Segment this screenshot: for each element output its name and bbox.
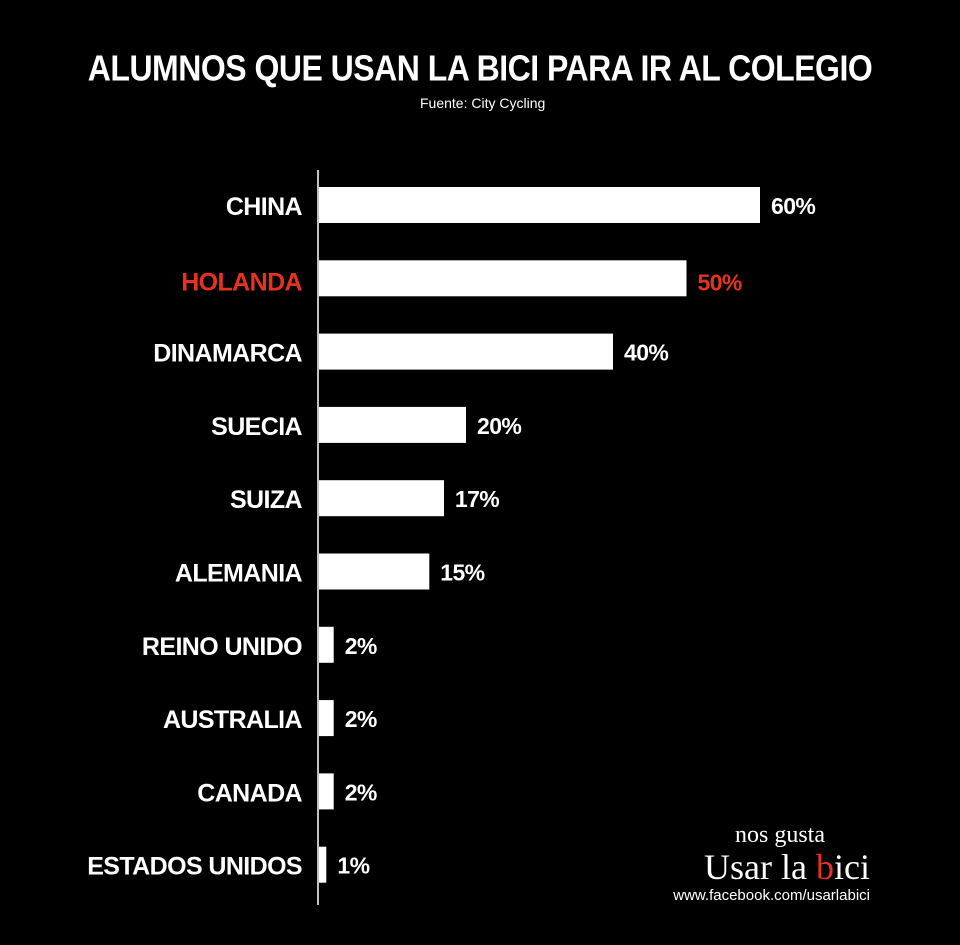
value-label: 1% <box>337 853 369 879</box>
brand-name: Usar la bici <box>660 848 870 886</box>
value-label: 2% <box>345 779 377 805</box>
value-label: 60% <box>771 193 815 219</box>
bar-suiza <box>319 480 444 517</box>
bar-reino-unido <box>319 626 334 663</box>
category-label: REINO UNIDO <box>142 633 302 661</box>
value-label: 50% <box>698 269 742 295</box>
chart-title: ALUMNOS QUE USAN LA BICI PARA IR AL COLE… <box>87 47 873 89</box>
category-label: HOLANDA <box>181 268 302 296</box>
bar-australia <box>319 700 334 737</box>
bar-canada <box>319 773 334 810</box>
category-label: SUECIA <box>211 413 302 441</box>
value-label: 15% <box>440 560 484 586</box>
category-label: CHINA <box>226 193 303 221</box>
bar-dinamarca <box>319 333 613 370</box>
bar-estados-unidos <box>319 846 327 883</box>
bar-suecia <box>319 406 466 443</box>
value-label: 20% <box>477 413 521 439</box>
category-label: AUSTRALIA <box>163 706 303 734</box>
brand-url[interactable]: www.facebook.com/usarlabici <box>673 887 870 904</box>
value-label: 40% <box>624 340 668 366</box>
category-label: ALEMANIA <box>175 560 303 588</box>
brand-name-part1: Usar la <box>704 847 817 887</box>
category-label: CANADA <box>197 779 302 807</box>
bar-china <box>319 187 760 223</box>
brand-name-part3: ici <box>834 847 870 887</box>
category-label: DINAMARCA <box>153 340 302 368</box>
value-label: 2% <box>345 706 377 732</box>
brand-tagline: nos gusta <box>735 822 825 848</box>
brand-name-part2: b <box>816 847 835 887</box>
bars-group: CHINA 60% HOLANDA 50% DINAMARCA 40% SUECIA 20% S… <box>87 187 816 883</box>
brand-logo: nos gusta Usar la bici www.facebook.com/… <box>660 822 870 906</box>
chart-source: Fuente: City Cycling <box>420 95 546 111</box>
category-label: SUIZA <box>230 486 303 514</box>
bar-alemania <box>319 553 430 590</box>
value-label: 2% <box>345 633 377 659</box>
bar-holanda <box>319 260 687 297</box>
category-label: ESTADOS UNIDOS <box>87 853 302 881</box>
value-label: 17% <box>455 486 499 512</box>
